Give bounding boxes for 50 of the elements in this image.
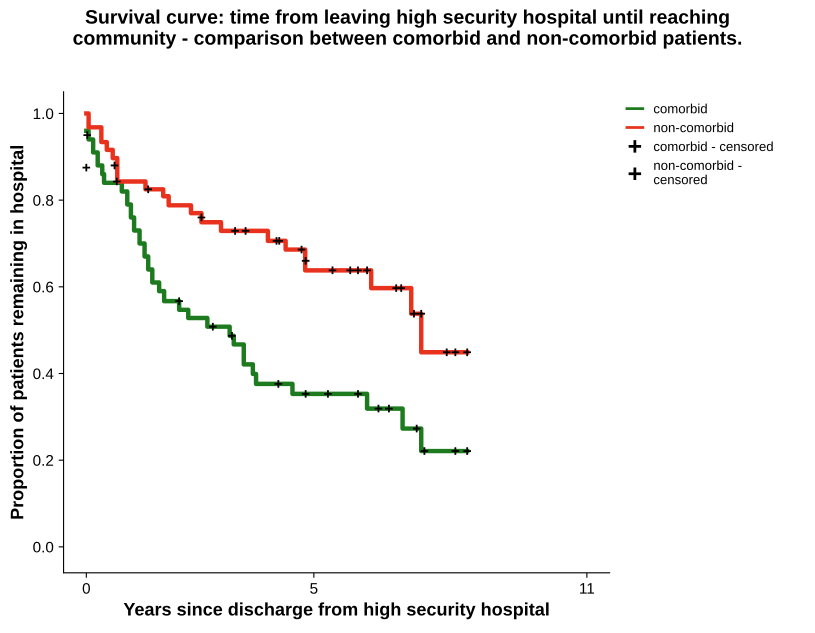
point [323,389,333,399]
point [450,446,460,456]
point [328,266,338,276]
point [300,256,310,266]
x-tick-label: 5 [310,583,318,594]
point [409,308,419,318]
y-tick-label: 0.6 [33,282,54,293]
point [300,389,310,399]
legend-label: non-comorbid [654,122,734,132]
legend-label: comorbid [654,104,707,114]
point [384,404,394,414]
y-tick-label: 1.0 [34,108,54,120]
point [227,331,237,340]
y-axis-title: Proportion of patients remaining in hospital [10,146,28,519]
x-tick-label: 0 [82,582,90,594]
point [144,184,153,194]
point [450,348,460,357]
point [462,348,472,357]
y-tick-label: 0.4 [33,368,54,380]
y-tick-label: 0.0 [33,542,54,553]
point [442,348,452,357]
chart-title: Survival curve: time from leaving high security hospital until reaching community - comparison between comorbid and non-comorbid patients. [73,9,742,49]
y-tick-label: 0.2 [33,455,54,466]
point [416,308,426,318]
point [208,322,218,332]
x-tick-label: 11 [580,583,594,594]
y-tick-label: 0.8 [33,195,54,206]
point [420,446,430,456]
legend-label: non-comorbid - censored [654,160,742,184]
point [274,379,284,389]
point [362,266,372,276]
point [296,244,306,254]
point [230,226,240,236]
point [82,130,92,140]
point [353,266,363,276]
point [174,296,184,306]
x-axis-title: Years since discharge from high security hospital [124,602,549,620]
point [196,212,206,222]
point [412,424,422,434]
point [274,236,284,246]
legend-label: comorbid - censored [654,141,773,152]
point [374,404,384,414]
point [112,176,122,186]
point [82,162,92,172]
point [346,266,355,276]
point [396,283,406,293]
point [462,446,472,456]
point [240,226,250,236]
point [110,160,120,170]
point [353,389,363,399]
